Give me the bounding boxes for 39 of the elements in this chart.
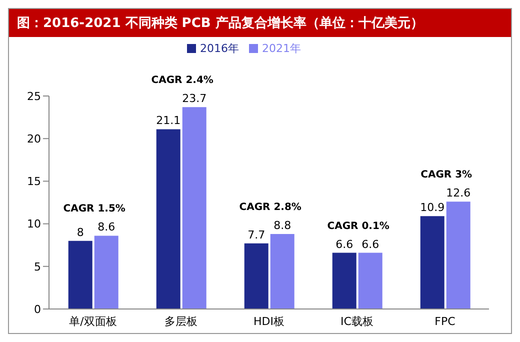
bar — [420, 216, 444, 309]
y-tick-label: 10 — [27, 218, 41, 231]
x-tick-label: IC载板 — [340, 314, 374, 328]
text: CAGR 2.4% — [151, 75, 214, 86]
x-tick-label: HDI板 — [254, 314, 284, 328]
data-label: 8.6 — [98, 220, 116, 234]
y-tick-label: 25 — [27, 90, 41, 103]
legend-label: 2016年 — [200, 42, 239, 55]
chart-title: 图：2016-2021 不同种类 PCB 产品复合增长率（单位：十亿美元） — [9, 9, 511, 37]
data-label: 23.7 — [182, 92, 207, 106]
bar — [446, 202, 470, 309]
data-label: 8 — [76, 226, 84, 239]
data-label: 10.9 — [420, 201, 445, 214]
x-tick-label: FPC — [434, 314, 456, 328]
data-label: 12.6 — [446, 186, 471, 200]
bar — [182, 107, 206, 309]
annotation: CAGR 0.1% — [327, 220, 390, 232]
x-tick-label: 单/双面板 — [69, 314, 117, 328]
data-label: 21.1 — [156, 114, 181, 128]
y-tick-label: 0 — [34, 302, 41, 316]
y-tick-label: 5 — [34, 260, 41, 274]
bar — [68, 240, 92, 309]
y-tick-label: 15 — [27, 175, 41, 188]
x-tick-label: 多层板 — [164, 314, 198, 328]
data-label: 6.6 — [336, 238, 354, 251]
annotation: CAGR 1.5% — [63, 204, 126, 215]
bar — [94, 236, 118, 309]
annotation: CAGR 2.8% — [239, 202, 302, 214]
data-label: 7.7 — [248, 228, 266, 242]
y-tick-label: 20 — [27, 132, 41, 146]
data-label: 6.6 — [362, 238, 380, 251]
bar — [244, 243, 268, 309]
annotation: CAGR 3% — [420, 170, 472, 181]
bar — [358, 252, 382, 309]
bar — [270, 234, 294, 309]
data-label: 8.8 — [274, 219, 292, 232]
legend-label: 2021年 — [262, 42, 301, 55]
bar — [156, 129, 180, 309]
bar — [332, 252, 356, 309]
